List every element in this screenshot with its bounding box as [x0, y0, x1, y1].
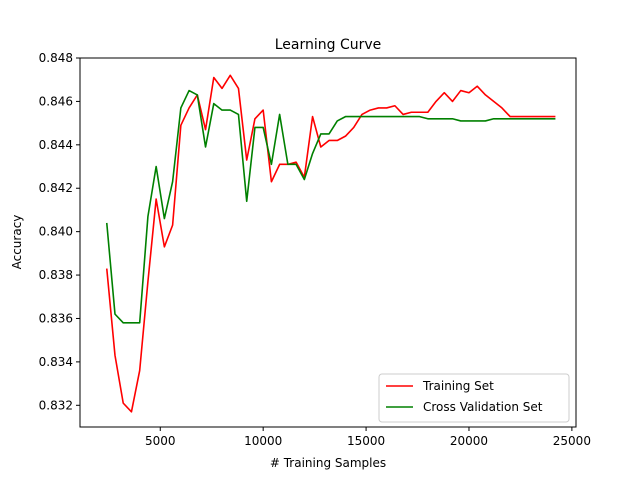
y-tick-label: 0.832 [39, 398, 73, 412]
x-tick-label: 15000 [347, 434, 385, 448]
y-tick-label: 0.848 [39, 51, 73, 65]
y-tick-label: 0.846 [39, 94, 73, 108]
x-tick-label: 25000 [553, 434, 591, 448]
x-tick-label: 5000 [145, 434, 176, 448]
chart-title: Learning Curve [275, 37, 382, 53]
y-tick-label: 0.844 [39, 138, 73, 152]
legend: Training Set Cross Validation Set [378, 373, 570, 423]
x-tick-label: 20000 [450, 434, 488, 448]
series-line-0 [105, 74, 556, 413]
y-tick-label: 0.838 [39, 268, 73, 282]
series-layer [105, 74, 556, 413]
legend-label-0: Training Set [422, 379, 494, 393]
y-tick-label: 0.840 [39, 225, 73, 239]
legend-label-1: Cross Validation Set [423, 400, 543, 414]
x-axis-label: # Training Samples [270, 456, 386, 470]
legend-box [378, 373, 570, 423]
axes-layer: 5000 10000 15000 20000 25000 0.832 0.834 0.836 0… [39, 51, 591, 448]
y-tick-label: 0.842 [39, 181, 73, 195]
series-line-1 [105, 89, 556, 324]
plot-frame [79, 57, 577, 428]
y-axis-label: Accuracy [10, 215, 24, 270]
y-tick-label: 0.836 [39, 311, 73, 325]
x-tick-label: 10000 [244, 434, 282, 448]
y-tick-label: 0.834 [39, 355, 73, 369]
